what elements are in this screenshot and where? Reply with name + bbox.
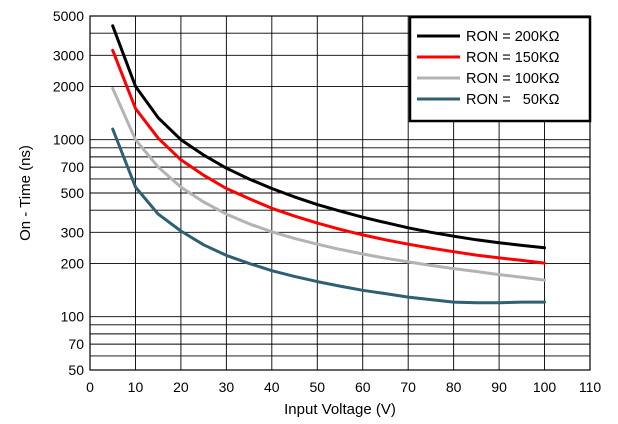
y-tick-label: 2000	[53, 78, 84, 94]
x-tick-label: 80	[446, 379, 462, 395]
x-tick-label: 110	[579, 379, 602, 395]
legend-label: RON = 150KΩ	[466, 50, 560, 66]
y-tick-label: 5000	[53, 8, 84, 24]
x-tick-label: 90	[491, 379, 507, 395]
series-line-1	[111, 24, 546, 250]
plot-frame	[89, 15, 591, 371]
y-tick-label: 500	[61, 185, 85, 201]
series-line-2	[111, 48, 546, 265]
y-tick-label: 300	[61, 224, 85, 240]
x-tick-label: 100	[533, 379, 557, 395]
y-axis-label: On - Time (ns)	[17, 145, 34, 241]
x-tick-label: 50	[309, 379, 325, 395]
x-axis-label: Input Voltage (V)	[284, 401, 396, 418]
series-group	[111, 24, 546, 305]
legend-label: RON = 50KΩ	[466, 92, 560, 108]
x-tick-label: 0	[86, 379, 94, 395]
x-tick-label: 60	[355, 379, 371, 395]
legend-items: RON = 200KΩ RON = 150KΩ RON = 100KΩ RON = 5…	[417, 29, 560, 108]
y-tick-label: 200	[61, 255, 85, 271]
x-tick-label: 10	[128, 379, 144, 395]
y-tick-label: 70	[68, 336, 84, 352]
y-tick-label: 3000	[53, 47, 84, 63]
y-tick-labels: 50 70 100 200 300 500 700 1000 2000 3000 5000	[53, 8, 84, 378]
y-tick-label: 1000	[53, 132, 84, 148]
y-tick-label: 50	[68, 362, 84, 378]
legend-box	[408, 15, 592, 123]
legend: RON = 200KΩ RON = 150KΩ RON = 100KΩ RON = 5…	[408, 15, 592, 123]
series-line-4	[111, 127, 546, 305]
series-line-3	[111, 86, 546, 282]
legend-label: RON = 200KΩ	[466, 29, 560, 45]
x-tick-labels: 0 10 20 30 40 50 60 70 80 90 100 110	[86, 379, 601, 395]
x-tick-label: 30	[219, 379, 235, 395]
x-tick-label: 20	[173, 379, 189, 395]
legend-label: RON = 100KΩ	[466, 71, 560, 87]
y-tick-label: 700	[61, 159, 85, 175]
x-tick-label: 70	[400, 379, 416, 395]
y-tick-label: 100	[61, 309, 85, 325]
x-tick-label: 40	[264, 379, 280, 395]
